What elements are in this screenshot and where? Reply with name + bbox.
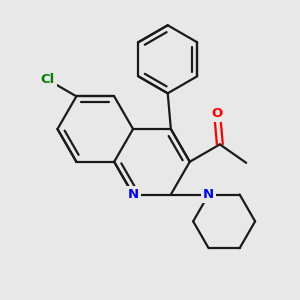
Text: N: N [128, 188, 139, 201]
Text: N: N [203, 188, 214, 201]
Text: O: O [212, 107, 223, 120]
Text: Cl: Cl [40, 73, 55, 86]
